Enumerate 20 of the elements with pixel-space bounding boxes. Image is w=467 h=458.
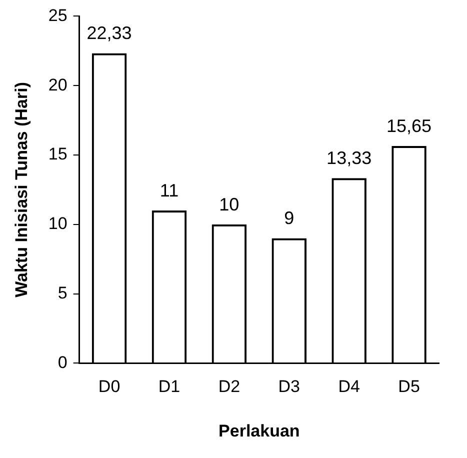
x-tick-label: D5 [398, 377, 420, 396]
y-tick-label: 5 [58, 283, 68, 302]
data-label: 13,33 [326, 148, 372, 168]
x-tick-label: D3 [278, 377, 300, 396]
data-label: 11 [160, 180, 179, 200]
y-tick-label: 15 [48, 144, 68, 164]
x-tick-label: D2 [218, 377, 240, 396]
data-label: 9 [284, 208, 294, 228]
x-tick-label: D1 [158, 377, 180, 396]
data-label: 10 [219, 194, 240, 214]
data-label: 22,33 [86, 23, 132, 44]
x-tick-label: D0 [98, 377, 120, 396]
x-tick-label: D4 [338, 377, 360, 396]
y-tick-label: 10 [48, 214, 68, 234]
y-tick-label: 25 [48, 6, 68, 25]
y-axis-title: Waktu Inisiasi Tunas (Hari) [12, 82, 31, 298]
data-label: 15,65 [386, 116, 432, 136]
x-axis-title: Perlakuan [218, 421, 300, 440]
y-tick-label: 0 [58, 352, 68, 372]
y-tick-label: 20 [48, 75, 68, 94]
